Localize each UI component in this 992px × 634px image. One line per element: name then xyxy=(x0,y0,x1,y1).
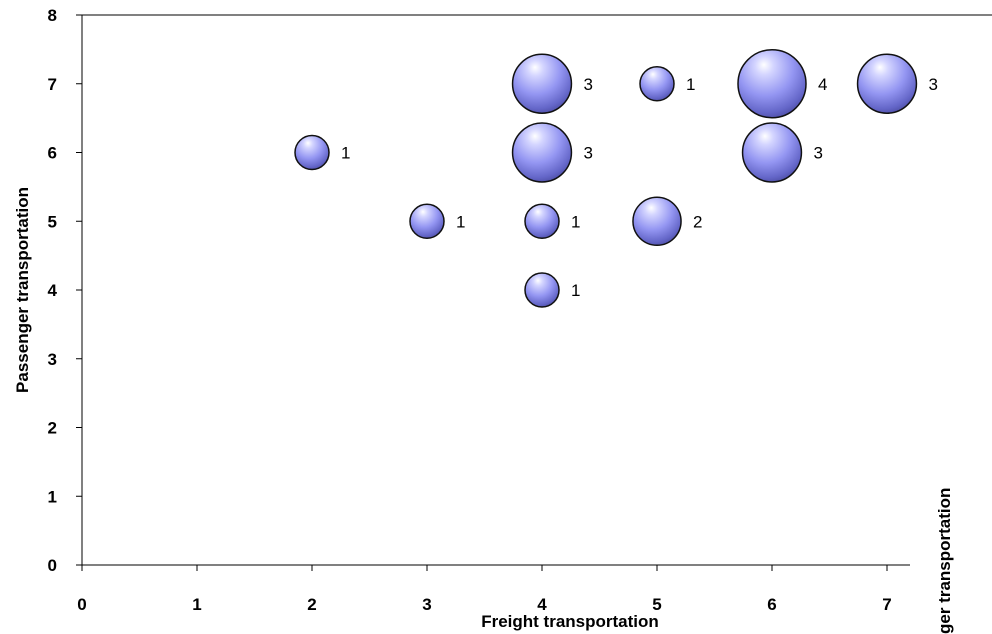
y-tick-label: 6 xyxy=(48,144,57,163)
bubble-point xyxy=(524,272,560,308)
bubble-point xyxy=(409,203,445,239)
bubble-point xyxy=(741,122,803,183)
bubble-size-label: 4 xyxy=(818,75,827,94)
bubble-point xyxy=(632,196,682,247)
bubble-point xyxy=(524,203,560,239)
x-tick-label: 7 xyxy=(882,595,891,614)
bubble-point xyxy=(511,53,573,114)
y-axis-ticks: 0 1 2 3 4 5 6 7 8 xyxy=(48,6,82,575)
y-tick-label: 5 xyxy=(48,212,57,231)
y-tick-label: 2 xyxy=(48,419,57,438)
bubble-point xyxy=(511,122,573,183)
bubble-size-label: 3 xyxy=(928,75,937,94)
bubble-size-label: 3 xyxy=(583,144,592,163)
bubble-size-label: 3 xyxy=(583,75,592,94)
bubble-size-label: 2 xyxy=(693,212,702,231)
bubble-series: 1 1 3 3 1 1 1 2 4 3 3 xyxy=(294,49,938,308)
bubble-point xyxy=(856,53,918,114)
bubble-size-label: 1 xyxy=(456,212,465,231)
y-tick-label: 7 xyxy=(48,75,57,94)
secondary-axis-title: ger transportation xyxy=(935,488,954,634)
bubble-size-label: 1 xyxy=(341,144,350,163)
bubble-point xyxy=(639,66,675,102)
y-tick-label: 8 xyxy=(48,6,57,25)
x-tick-label: 1 xyxy=(192,595,201,614)
bubble-size-label: 3 xyxy=(813,144,822,163)
x-axis-ticks: 0 1 2 3 4 5 6 7 xyxy=(77,565,892,614)
x-tick-label: 2 xyxy=(307,595,316,614)
x-tick-label: 3 xyxy=(422,595,431,614)
bubble-point xyxy=(737,49,807,119)
bubble-size-label: 1 xyxy=(571,281,580,300)
x-tick-label: 0 xyxy=(77,595,86,614)
bubble-size-label: 1 xyxy=(686,75,695,94)
bubble-size-label: 1 xyxy=(571,212,580,231)
y-tick-label: 0 xyxy=(48,556,57,575)
x-tick-label: 5 xyxy=(652,595,661,614)
y-axis-title: Passenger transportation xyxy=(13,187,32,393)
y-tick-label: 4 xyxy=(48,281,58,300)
x-tick-label: 6 xyxy=(767,595,776,614)
bubble-point xyxy=(294,134,330,171)
x-tick-label: 4 xyxy=(537,595,547,614)
x-axis-title: Freight transportation xyxy=(481,612,659,631)
y-tick-label: 1 xyxy=(48,487,57,506)
y-tick-label: 3 xyxy=(48,350,57,369)
